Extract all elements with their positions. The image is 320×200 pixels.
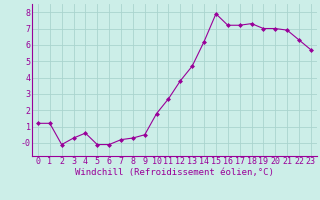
X-axis label: Windchill (Refroidissement éolien,°C): Windchill (Refroidissement éolien,°C) [75,168,274,177]
